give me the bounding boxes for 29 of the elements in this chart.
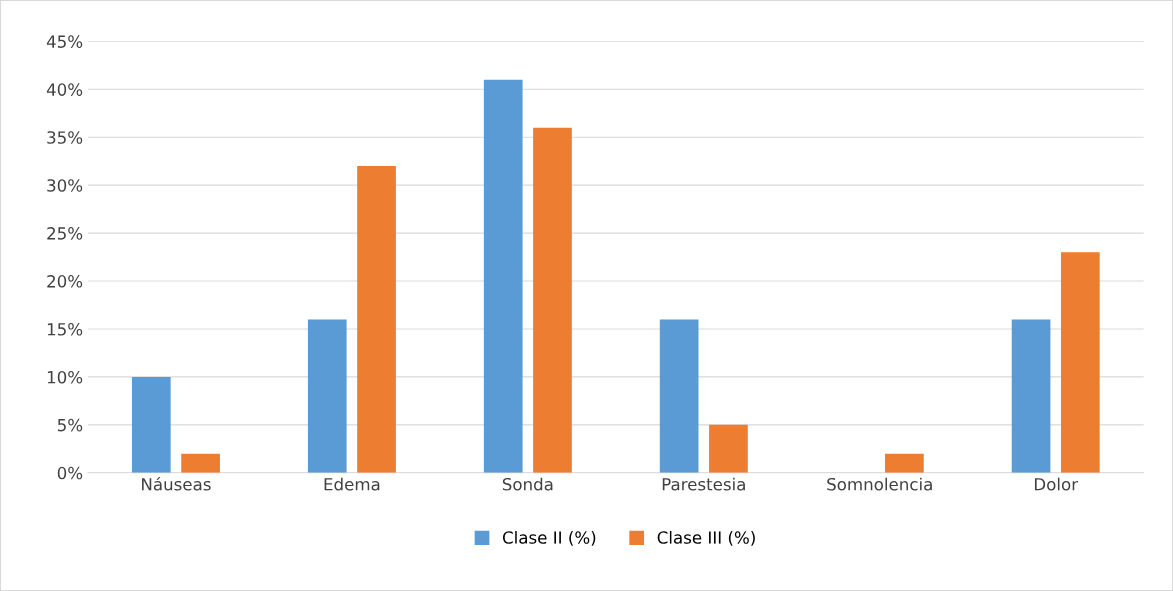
x-tick-label: Sonda	[502, 477, 553, 491]
y-tick-label: 40%	[46, 83, 83, 96]
bar	[1060, 252, 1100, 473]
x-tick-label: Somnolencia	[827, 477, 932, 491]
bar	[483, 79, 523, 473]
y-tick-label: 0%	[57, 466, 83, 480]
bar	[131, 376, 171, 473]
y-tick-label: 45%	[46, 35, 83, 48]
y-tick-label: 30%	[47, 179, 83, 192]
legend-label: Clase II (%)	[502, 530, 596, 546]
y-tick-label: 10%	[47, 370, 83, 384]
bar	[307, 319, 347, 473]
y-tick-label: 5%	[57, 418, 83, 432]
y-tick-label: 25%	[47, 227, 83, 240]
x-tick-label: Parestesia	[662, 477, 745, 491]
bar	[659, 319, 699, 473]
bar	[885, 453, 924, 473]
y-tick-label: 20%	[47, 275, 83, 288]
bar	[1011, 319, 1051, 473]
x-tick-label: Edema	[324, 477, 380, 491]
legend-label: Clase III (%)	[657, 530, 755, 546]
y-tick-label: 35%	[47, 131, 83, 144]
bar	[357, 166, 396, 473]
y-tick-label: 15%	[47, 322, 83, 336]
x-tick-label: Dolor	[1034, 477, 1079, 491]
bar	[181, 453, 220, 473]
bar	[533, 127, 572, 473]
x-tick-label: Náuseas	[142, 476, 211, 491]
bar	[709, 424, 748, 473]
